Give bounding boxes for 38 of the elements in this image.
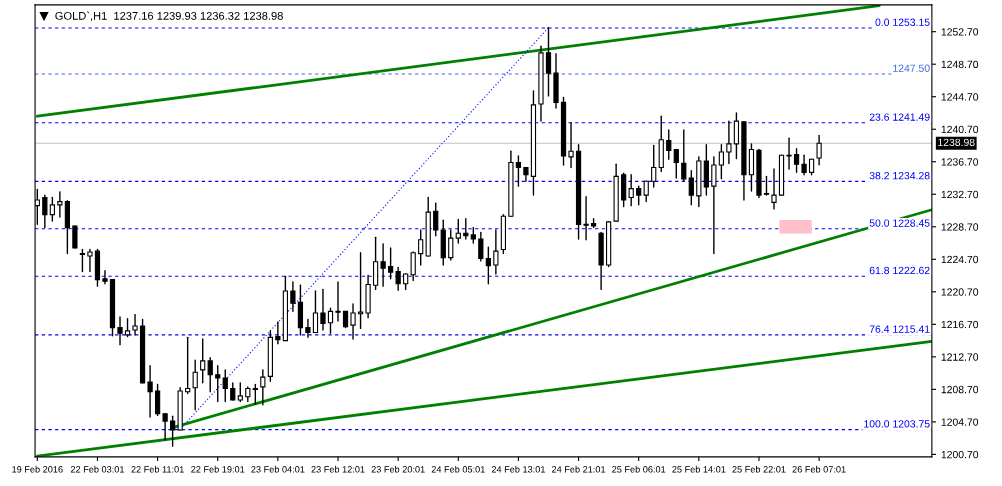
x-tick-label: 22 Feb 03:01 (70, 465, 125, 473)
ref-line-label: 23.6 1241.49 (869, 113, 930, 121)
y-tick-label: 1208.70 (941, 385, 979, 394)
x-tick-label: 26 Feb 07:01 (792, 465, 846, 473)
y-tick-label: 1204.70 (941, 418, 979, 426)
x-tick-label: 24 Feb 05:01 (431, 465, 485, 473)
y-tick-label: 1248.70 (941, 60, 979, 69)
y-tick-label: 1244.70 (941, 93, 979, 101)
y-tick-label: 1224.70 (941, 255, 979, 264)
ref-line-label: 1238.98 (938, 138, 975, 147)
ref-line-label: 61.8 1222.62 (869, 266, 930, 275)
ref-line-label: 0.0 1253.15 (875, 18, 930, 26)
y-tick-label: 1216.70 (941, 320, 979, 329)
text: GOLD`,H1 1237.16 1239.93 1236.32 1238.98 (55, 11, 283, 22)
x-tick-label: 25 Feb 14:01 (672, 465, 726, 473)
x-tick-label: 22 Feb 11:01 (131, 465, 184, 473)
x-tick-label: 23 Feb 12:01 (311, 465, 365, 473)
y-tick-label: 1232.70 (941, 190, 979, 199)
x-tick-label: 24 Feb 13:01 (491, 465, 545, 473)
x-tick-label: 24 Feb 21:01 (552, 465, 606, 473)
y-tick-label: 1252.70 (941, 28, 979, 36)
y-tick-label: 1228.70 (941, 223, 979, 231)
x-tick-label: 25 Feb 06:01 (612, 465, 666, 473)
x-tick-label: 23 Feb 04:01 (251, 465, 305, 473)
ref-line-label: 100.0 1203.75 (864, 420, 930, 428)
ref-line-label: 76.4 1215.41 (869, 325, 930, 333)
y-tick-label: 1200.70 (941, 450, 979, 459)
x-tick-label: 25 Feb 22:01 (732, 465, 786, 473)
y-tick-label: 1240.70 (941, 125, 979, 134)
ref-line-label: 1247.50 (893, 64, 930, 72)
y-tick-label: 1236.70 (941, 158, 979, 166)
x-tick-label: 19 Feb 2016 (12, 465, 63, 473)
ref-line-label: 50.0 1228.45 (869, 219, 930, 227)
x-tick-label: 23 Feb 20:01 (371, 465, 425, 473)
x-tick-label: 22 Feb 19:01 (191, 465, 245, 473)
y-tick-label: 1220.70 (941, 288, 979, 296)
y-tick-label: 1212.70 (941, 353, 979, 361)
ref-line-label: 38.2 1234.28 (869, 171, 930, 180)
